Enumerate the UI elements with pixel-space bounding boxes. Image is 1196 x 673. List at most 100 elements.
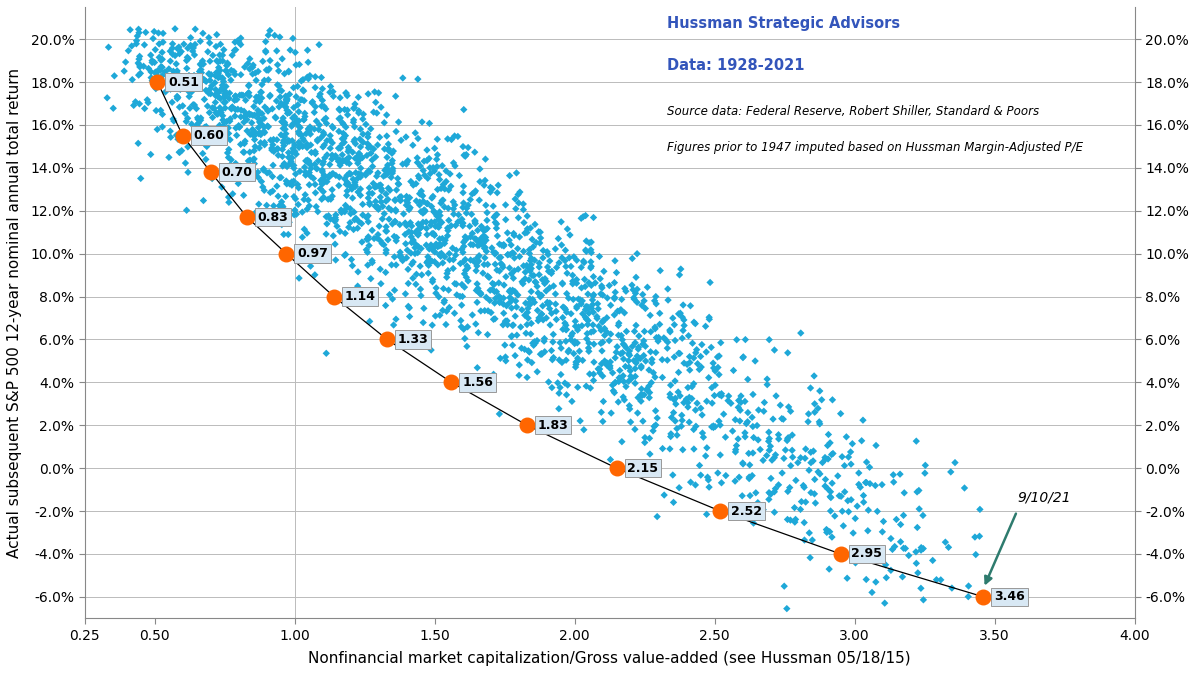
Point — [362, 255, 382, 266]
Point — [743, 412, 762, 423]
Point — [862, 587, 881, 598]
Point — [170, 48, 189, 59]
Point — [175, 39, 194, 50]
Point — [239, 80, 258, 91]
Point — [432, 217, 451, 227]
Point — [518, 223, 537, 234]
Point — [504, 320, 523, 330]
Point — [854, 497, 873, 507]
Point — [232, 105, 251, 116]
Point — [362, 225, 382, 236]
Point — [452, 214, 471, 225]
Point — [210, 50, 230, 61]
Point — [171, 84, 190, 95]
Point — [299, 123, 318, 134]
Point — [593, 371, 612, 382]
Point — [420, 118, 439, 129]
Point — [440, 248, 459, 259]
Point — [293, 232, 312, 242]
Point — [536, 273, 555, 284]
Point — [706, 380, 725, 390]
Point — [578, 302, 597, 312]
Point — [321, 131, 340, 141]
Point — [777, 603, 797, 614]
Point — [288, 81, 307, 92]
Point — [280, 178, 299, 189]
Point — [202, 69, 221, 80]
Point — [615, 340, 634, 351]
Point — [431, 249, 450, 260]
Point — [550, 355, 569, 365]
Point — [176, 157, 195, 168]
Point — [468, 362, 487, 373]
Point — [517, 260, 536, 271]
Point — [608, 463, 627, 474]
Point — [275, 124, 294, 135]
Point — [573, 320, 592, 331]
Point — [144, 33, 163, 44]
Point — [371, 236, 390, 246]
Point — [533, 252, 553, 263]
Point — [407, 239, 426, 250]
Point — [592, 283, 611, 293]
Point — [681, 300, 700, 311]
Point — [298, 142, 317, 153]
Point — [210, 93, 230, 104]
Point — [152, 55, 171, 65]
Point — [470, 194, 489, 205]
Point — [336, 200, 355, 211]
Point — [344, 121, 364, 132]
Point — [605, 287, 624, 297]
Point — [954, 483, 974, 493]
Point — [620, 350, 639, 361]
Point — [665, 394, 684, 405]
Point — [301, 147, 321, 158]
Point — [219, 144, 238, 155]
Point — [279, 147, 298, 158]
Point — [250, 116, 269, 127]
Point — [840, 506, 859, 517]
Point — [457, 272, 476, 283]
Point — [799, 417, 818, 427]
Point — [893, 510, 913, 521]
Point — [454, 256, 474, 267]
Point — [634, 416, 653, 427]
Point — [213, 129, 232, 139]
Point — [493, 240, 512, 251]
Point — [251, 137, 270, 148]
Point — [605, 255, 624, 266]
Point — [475, 180, 494, 190]
Point — [508, 243, 527, 254]
Point — [518, 211, 537, 221]
Point — [214, 76, 233, 87]
Point — [212, 182, 231, 192]
Point — [277, 137, 297, 147]
Point — [520, 347, 539, 357]
Point — [521, 286, 541, 297]
Point — [360, 188, 379, 199]
Point — [576, 314, 596, 324]
Point — [262, 210, 281, 221]
Point — [462, 209, 481, 219]
Point — [337, 90, 356, 101]
Point — [567, 359, 586, 370]
Point — [794, 480, 813, 491]
Point — [294, 135, 313, 146]
Point — [759, 433, 779, 444]
Point — [496, 317, 515, 328]
Point — [153, 28, 172, 39]
Point — [225, 110, 244, 121]
Point — [675, 397, 694, 408]
Point — [548, 378, 567, 388]
Point — [353, 237, 372, 248]
Point — [295, 167, 315, 178]
Point — [164, 66, 183, 77]
Point — [252, 79, 271, 90]
Point — [213, 121, 232, 132]
Point — [591, 367, 610, 378]
Point — [521, 255, 541, 266]
Point — [218, 58, 237, 69]
Point — [435, 235, 454, 246]
Point — [386, 236, 405, 246]
Point — [820, 487, 840, 497]
